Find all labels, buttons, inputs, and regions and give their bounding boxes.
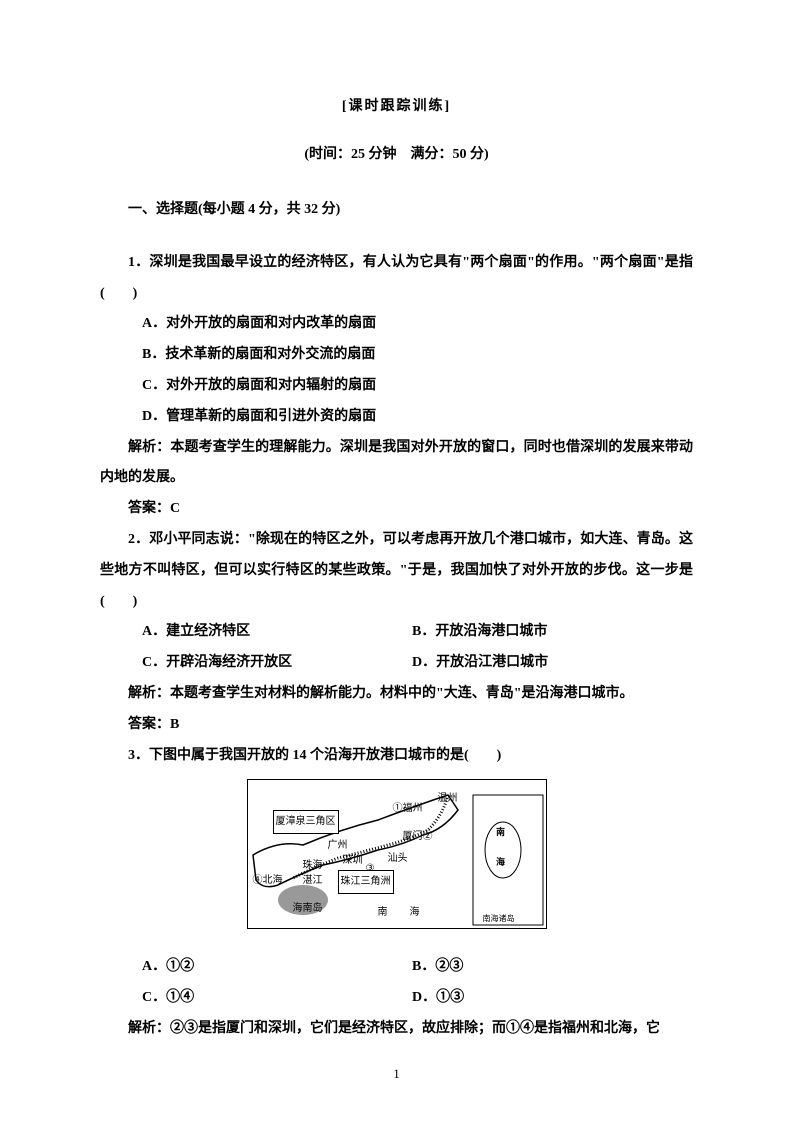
- q1-option-b: B．技术革新的扇面和对外交流的扇面: [100, 340, 693, 371]
- map-image: 南 海 厦漳泉三角区 ①福州 温州 广州 厦门② 深圳 汕头 珠海 湛江 ④北海…: [247, 779, 547, 929]
- map-label-wenzhou: 温州: [438, 788, 458, 810]
- section-heading: 一、选择题(每小题 4 分，共 32 分): [100, 195, 693, 226]
- map-label-zhanjiang: 湛江: [303, 870, 323, 892]
- map-label-hainan: 海南岛: [293, 898, 323, 920]
- q3-option-c: C．①④: [100, 983, 370, 1014]
- q1-analysis: 解析：本题考查学生的理解能力。深圳是我国对外开放的窗口，同时也借深圳的发展来带动…: [100, 433, 693, 495]
- map-figure: 南 海 厦漳泉三角区 ①福州 温州 广州 厦门② 深圳 汕头 珠海 湛江 ④北海…: [100, 779, 693, 942]
- q1-option-d: D．管理革新的扇面和引进外资的扇面: [100, 402, 693, 433]
- q2-answer: 答案：B: [100, 710, 693, 741]
- time-score-line: (时间：25 分钟 满分：50 分): [100, 143, 693, 163]
- q2-option-b: B．开放沿海港口城市: [370, 617, 693, 648]
- page-header-title: [课时跟踪训练]: [100, 95, 693, 115]
- map-label-xiamen: 厦门②: [403, 826, 433, 848]
- q2-option-a: A．建立经济特区: [100, 617, 370, 648]
- map-label-zhusanjiao: 珠江三角洲: [338, 870, 394, 894]
- q3-option-d: D．①③: [370, 983, 693, 1014]
- q1-answer: 答案：C: [100, 494, 693, 525]
- map-label-shenzhen: 深圳: [343, 850, 363, 872]
- svg-text:南: 南: [496, 826, 505, 837]
- question-1: 1．深圳是我国最早设立的经济特区，有人认为它具有"两个扇面"的作用。"两个扇面"…: [100, 248, 693, 525]
- q3-stem: 3．下图中属于我国开放的 14 个沿海开放港口城市的是( ): [100, 741, 693, 772]
- question-3: 3．下图中属于我国开放的 14 个沿海开放港口城市的是( ) 南 海 厦漳泉三角…: [100, 741, 693, 1045]
- q2-analysis: 解析：本题考查学生对材料的解析能力。材料中的"大连、青岛"是沿海港口城市。: [100, 679, 693, 710]
- q2-option-d: D．开放沿江港口城市: [370, 648, 693, 679]
- q3-analysis-partial: 解析：②③是指厦门和深圳，它们是经济特区，故应排除；而①④是指福州和北海，它: [100, 1014, 693, 1045]
- q1-option-c: C．对外开放的扇面和对内辐射的扇面: [100, 371, 693, 402]
- question-2: 2．邓小平同志说："除现在的特区之外，可以考虑再开放几个港口城市，如大连、青岛。…: [100, 525, 693, 741]
- map-label-fuzhou: ①福州: [393, 798, 423, 820]
- map-label-nanhai: 南 海: [378, 902, 426, 924]
- q2-option-c: C．开辟沿海经济开放区: [100, 648, 370, 679]
- q3-option-b: B．②③: [370, 952, 693, 983]
- svg-text:海: 海: [496, 856, 505, 867]
- page-number: 1: [0, 1066, 793, 1082]
- q3-option-a: A．①②: [100, 952, 370, 983]
- q1-stem: 1．深圳是我国最早设立的经济特区，有人认为它具有"两个扇面"的作用。"两个扇面"…: [100, 248, 693, 310]
- map-label-nanhaidao: 南海诸岛: [483, 910, 515, 928]
- map-label-beihai: ④北海: [253, 870, 283, 892]
- map-label-xiazhang: 厦漳泉三角区: [273, 810, 339, 834]
- q2-stem: 2．邓小平同志说："除现在的特区之外，可以考虑再开放几个港口城市，如大连、青岛。…: [100, 525, 693, 617]
- map-label-shantou: 汕头: [388, 848, 408, 870]
- q1-option-a: A．对外开放的扇面和对内改革的扇面: [100, 309, 693, 340]
